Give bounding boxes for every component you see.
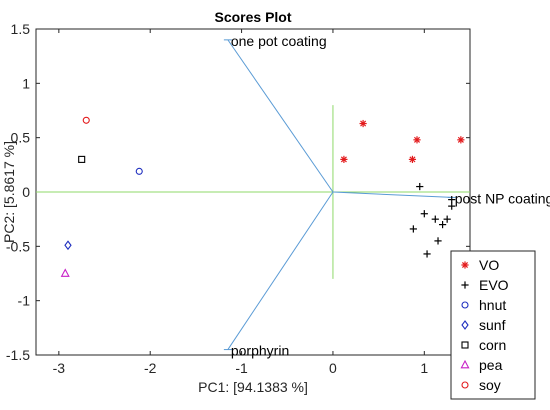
x-axis-label: PC1: [94.1383 %]: [198, 379, 308, 395]
legend-label: hnut: [479, 297, 506, 313]
marker-stroke: [457, 136, 464, 143]
marker-shape: [461, 341, 469, 349]
chart-title: Scores Plot: [214, 9, 291, 25]
legend-marker-hnut: [461, 301, 469, 309]
data-point-evo: [438, 221, 447, 229]
legend-label: VO: [479, 257, 499, 273]
data-point-evo: [420, 210, 428, 218]
marker-shape: [82, 116, 90, 124]
y-tick-label: -0.5: [6, 238, 30, 254]
loading-vector-line: [227, 191, 334, 350]
data-point-evo: [448, 202, 456, 210]
legend-label: soy: [479, 377, 501, 393]
legend-label: EVO: [479, 277, 509, 293]
marker-stroke: [340, 156, 347, 163]
marker-shape: [461, 381, 469, 389]
data-point-vo: [340, 155, 348, 163]
x-tick-label: 1: [420, 360, 428, 376]
data-point-soy: [82, 116, 90, 124]
loading-vector-label: porphyrin: [231, 343, 289, 359]
marker-shape: [60, 268, 70, 277]
x-tick-label: -1: [235, 360, 248, 376]
data-point-pea: [60, 268, 70, 277]
marker-shape: [135, 167, 143, 175]
data-point-evo: [443, 215, 451, 223]
loading-vector-line: [332, 191, 452, 198]
data-point-evo: [409, 225, 417, 233]
y-axis-label: PC2: [5.8617 %]: [1, 141, 17, 243]
marker-stroke: [409, 156, 416, 163]
x-tick-label: -3: [53, 360, 66, 376]
data-point-vo: [408, 155, 417, 163]
legend-label: corn: [479, 337, 506, 353]
legend-label: pea: [479, 357, 503, 373]
marker-stroke: [360, 120, 367, 127]
legend-marker-corn: [461, 341, 469, 349]
data-point-evo: [434, 237, 442, 245]
marker-shape: [460, 359, 470, 369]
y-tick-label: 0: [22, 184, 30, 200]
marker-shape: [78, 155, 86, 163]
data-point-vo: [457, 136, 465, 144]
legend-box: [450, 250, 536, 400]
data-point-corn: [78, 155, 86, 163]
loading-vector-label: post NP coating: [455, 190, 550, 206]
x-tick-label: 0: [329, 360, 337, 376]
marker-shape: [461, 301, 469, 309]
loading-vector-line: [227, 39, 334, 193]
data-point-evo: [431, 215, 439, 223]
y-tick-label: -1.5: [6, 347, 30, 363]
legend-marker-soy: [461, 381, 469, 389]
y-tick-label: 1: [22, 75, 30, 91]
legend-marker-vo: [461, 261, 469, 269]
x-tick-label: -2: [144, 360, 157, 376]
data-point-evo: [416, 182, 424, 191]
marker-stroke: [413, 136, 421, 143]
data-point-vo: [413, 136, 421, 144]
marker-shape: [64, 240, 72, 251]
y-tick-label: 0.5: [11, 130, 31, 146]
loading-vector-label: one pot coating: [231, 33, 327, 49]
data-point-hnut: [135, 167, 143, 175]
data-point-sunf: [64, 240, 72, 251]
y-tick-label: -1: [18, 293, 31, 309]
data-point-evo: [448, 196, 456, 204]
legend-label: sunf: [479, 317, 506, 333]
marker-shape: [461, 320, 469, 330]
y-tick-label: 1.5: [11, 21, 31, 37]
data-point-vo: [359, 119, 367, 128]
legend-marker-sunf: [461, 320, 469, 330]
legend-marker-pea: [460, 359, 470, 369]
legend-marker-evo: [461, 281, 469, 289]
marker-stroke: [461, 261, 469, 269]
data-point-evo: [423, 250, 431, 258]
